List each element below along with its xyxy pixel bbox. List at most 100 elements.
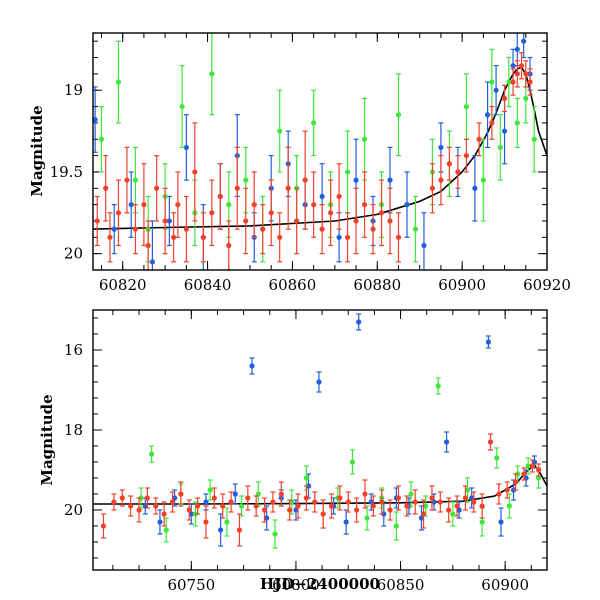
data-point-green [506, 56, 512, 108]
marker [356, 319, 362, 325]
marker [523, 95, 529, 101]
marker [119, 495, 125, 501]
marker [393, 523, 399, 529]
y-tick-label: 19.5 [50, 163, 83, 181]
top-data-points [93, 33, 537, 270]
data-point-green [207, 479, 213, 501]
data-point-blue [249, 357, 255, 375]
data-point-red [226, 220, 232, 270]
x-tick-label: 60900 [438, 276, 486, 294]
data-point-blue [421, 212, 427, 270]
marker [523, 475, 529, 481]
marker [361, 136, 368, 142]
data-point-red [303, 485, 310, 511]
marker [364, 515, 370, 521]
data-point-red [94, 195, 100, 247]
data-point-green [98, 105, 105, 173]
x-tick-label: 60800 [272, 576, 320, 594]
marker [94, 218, 100, 224]
data-point-blue [316, 371, 322, 393]
data-point-green [272, 519, 278, 549]
data-point-red [529, 459, 535, 473]
marker [379, 499, 385, 505]
data-point-green [361, 97, 368, 181]
data-point-blue [188, 503, 194, 525]
data-point-blue [356, 313, 362, 331]
data-point-green [349, 449, 356, 475]
data-point-red [521, 467, 527, 481]
marker [154, 185, 160, 191]
marker [192, 169, 198, 175]
marker [523, 71, 529, 77]
marker [536, 475, 542, 481]
data-point-red [489, 105, 495, 140]
marker [525, 463, 531, 469]
marker [171, 234, 177, 240]
x-tick-label: 60860 [269, 276, 317, 294]
marker [471, 499, 477, 505]
marker [287, 507, 293, 513]
marker [303, 475, 310, 481]
data-point-red [454, 495, 460, 517]
marker [153, 503, 159, 509]
marker [128, 503, 134, 509]
data-point-red [245, 485, 251, 511]
marker [251, 202, 257, 208]
marker [289, 499, 295, 505]
data-point-red [353, 187, 359, 255]
data-point-red [437, 491, 443, 513]
data-point-red [438, 154, 444, 206]
data-point-red [119, 489, 125, 507]
data-point-red [462, 485, 469, 511]
data-point-blue [472, 154, 478, 222]
data-point-red [378, 179, 385, 247]
data-point-red [429, 163, 436, 214]
marker [496, 491, 502, 497]
marker [200, 234, 206, 240]
data-point-red [328, 493, 335, 519]
data-point-blue [111, 204, 117, 255]
marker [328, 503, 335, 509]
data-point-red [404, 495, 410, 517]
data-point-green [148, 445, 155, 463]
marker [531, 136, 537, 142]
marker [169, 499, 176, 505]
marker [100, 523, 107, 529]
data-point-red [228, 491, 234, 513]
data-point-red [124, 146, 130, 214]
marker [260, 226, 266, 232]
data-point-blue [404, 171, 410, 238]
marker [368, 499, 374, 505]
marker [387, 218, 393, 224]
top-panel: 60820 60840 60860 60880 60900 60920 19 19.5 20 M… [28, 32, 571, 294]
data-point-red [446, 497, 452, 523]
data-point-green [514, 97, 520, 149]
data-point-blue [418, 505, 425, 531]
marker [479, 503, 485, 509]
data-point-red [211, 487, 217, 509]
marker [218, 527, 224, 533]
data-point-blue [93, 86, 98, 153]
marker [183, 144, 189, 151]
x-tick-label: 60820 [99, 276, 147, 294]
marker [132, 226, 139, 232]
data-point-green [531, 105, 537, 173]
marker [529, 463, 535, 469]
data-point-red [217, 163, 223, 230]
marker [456, 507, 462, 513]
marker [149, 259, 156, 265]
data-point-red [243, 187, 249, 255]
marker [183, 226, 189, 232]
marker [226, 242, 232, 249]
data-point-red [514, 60, 520, 88]
marker [463, 103, 469, 110]
marker [423, 503, 429, 509]
marker [320, 511, 326, 517]
marker [178, 491, 184, 497]
marker [493, 87, 499, 93]
data-point-green [494, 447, 500, 469]
data-point-red [476, 122, 482, 157]
marker [370, 226, 376, 232]
top-plot-frame [92, 32, 548, 271]
marker [469, 495, 475, 501]
